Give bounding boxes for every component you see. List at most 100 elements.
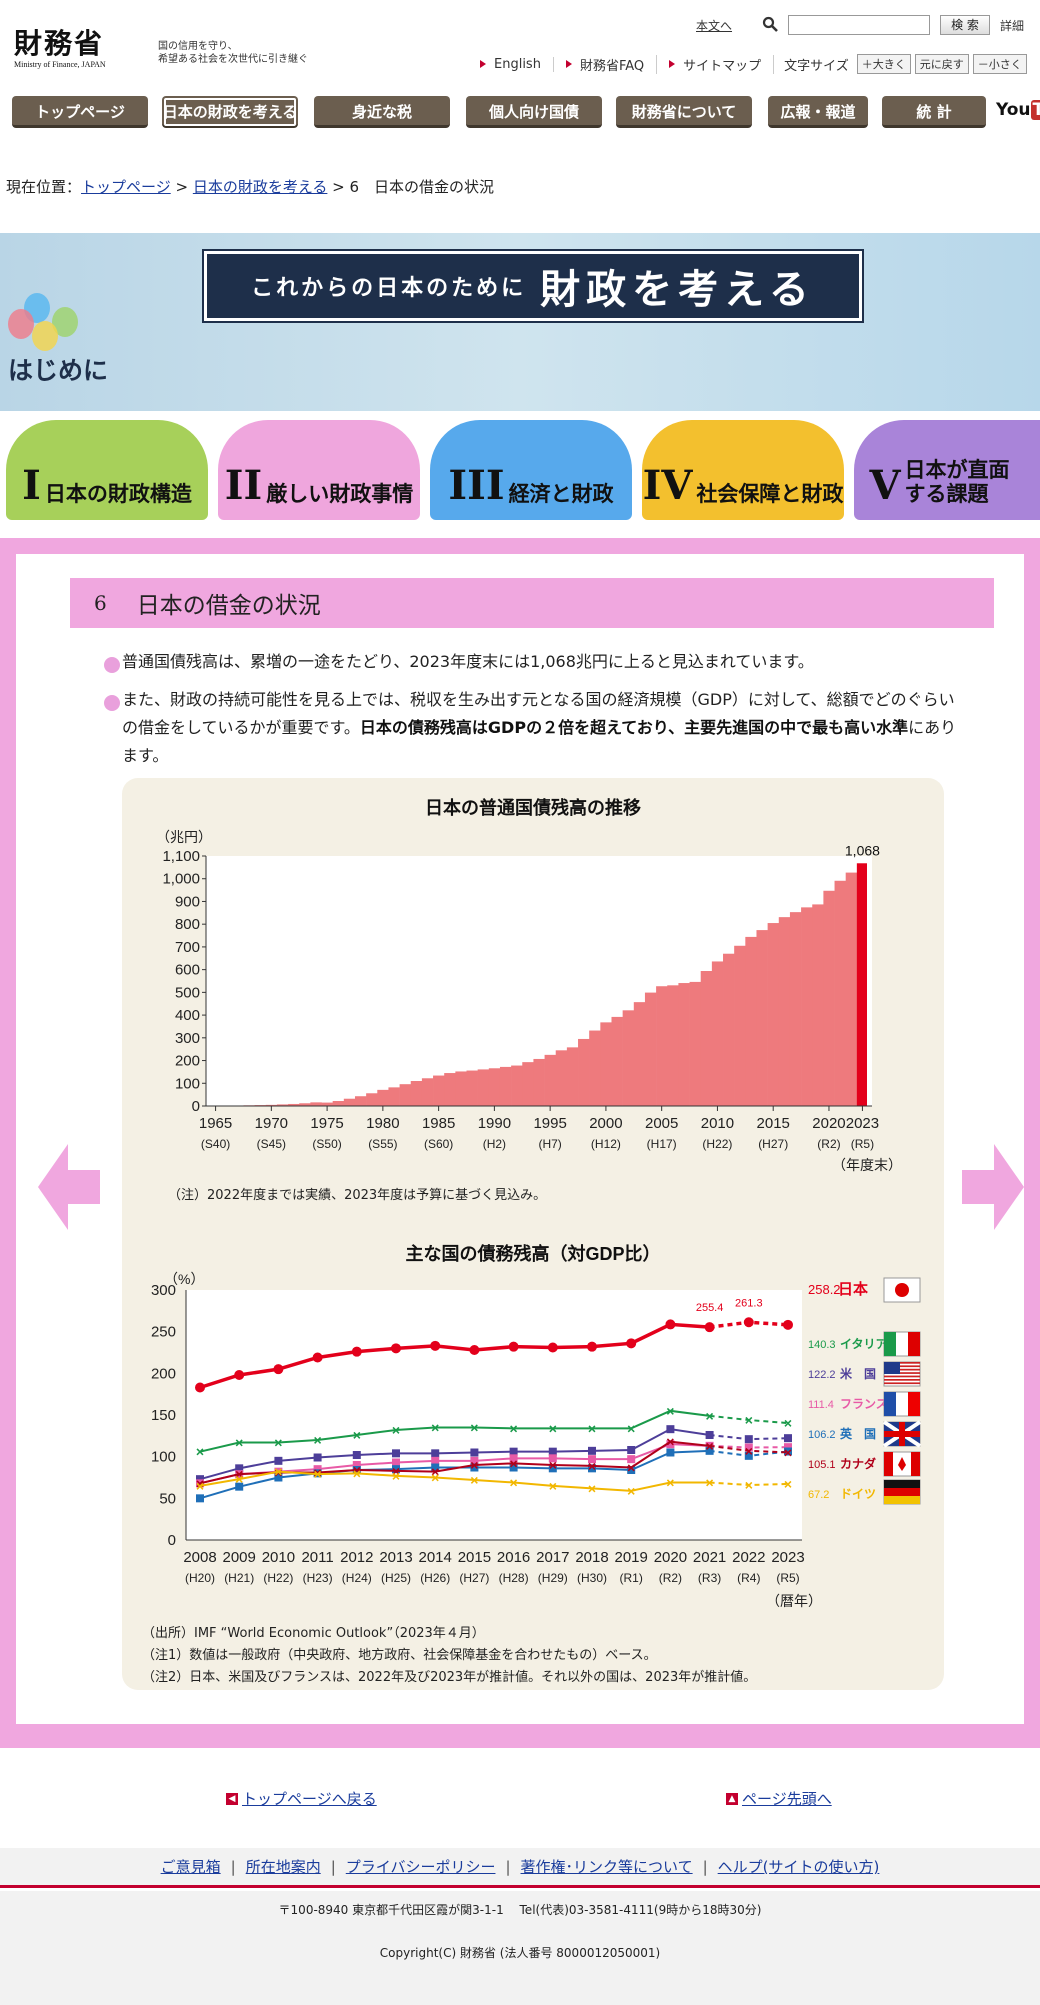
bar	[600, 1022, 612, 1106]
search-input[interactable]	[788, 15, 931, 35]
data-point	[391, 1343, 401, 1354]
x-tick-label: 2015	[458, 1549, 491, 1566]
page-top-link[interactable]: ページ先頭へ	[742, 1790, 832, 1808]
nav-finance[interactable]: 日本の財政を考える	[162, 96, 298, 128]
back-to-top-page[interactable]: ◀ トップページへ戻る	[226, 1788, 377, 1809]
x-tick-label: 2016	[497, 1549, 530, 1566]
y-axis-label: （%）	[164, 1271, 204, 1287]
site-footer: 〒100-8940 東京都千代田区霞が関3-1-1 Tel(代表)03-3581…	[0, 1891, 1040, 2005]
chapter-5[interactable]: V 日本が直面する課題	[854, 420, 1040, 520]
breadcrumb-home[interactable]: トップページ	[81, 178, 171, 196]
data-point: ×	[588, 1458, 596, 1474]
x-tick-sublabel: (H22)	[702, 1137, 732, 1151]
logo-text: 財務省	[14, 27, 105, 60]
arrow-icon	[565, 60, 572, 68]
detail-search-link[interactable]: 詳細	[1000, 18, 1025, 33]
data-point	[312, 1352, 323, 1363]
bullet-item: 普通国債残高は、累増の一途をたどり、2023年度末には1,068兆円に上ると見込…	[104, 648, 962, 676]
data-point: ×	[431, 1464, 439, 1480]
footer-link-location[interactable]: 所在地案内	[245, 1858, 321, 1876]
series-line	[199, 1428, 710, 1481]
faq-link[interactable]: 財務省FAQ	[554, 54, 658, 74]
x-tick-label: 2015	[757, 1115, 790, 1132]
hajimeni-link[interactable]: はじめに	[8, 356, 109, 385]
breadcrumb-section[interactable]: 日本の財政を考える	[192, 178, 328, 196]
chapter-2[interactable]: II 厳しい財政事情	[218, 420, 420, 520]
data-point	[469, 1345, 480, 1355]
bar	[377, 1089, 389, 1106]
footer-copyright: Copyright(C) 財務省 (法人番号 8000012050001)	[379, 1946, 661, 1960]
plus-icon: ＋	[861, 58, 873, 71]
english-link[interactable]: English	[468, 56, 554, 72]
logo-english: Ministry of Finance, JAPAN	[14, 60, 106, 69]
chapter-number: II	[224, 462, 263, 509]
data-point: ×	[549, 1478, 557, 1494]
data-point	[744, 1443, 753, 1452]
flag-icon-3	[883, 1391, 921, 1417]
section-number: 6	[94, 591, 107, 615]
skip-to-content-link[interactable]: 本文へ	[696, 18, 733, 33]
footer-link-help[interactable]: ヘルプ(サイトの使い方)	[717, 1858, 880, 1876]
x-tick-label: 2022	[732, 1549, 765, 1566]
bar	[789, 912, 802, 1106]
youtube-link[interactable]: YouTu	[996, 100, 1040, 120]
x-tick-label: 2012	[340, 1549, 373, 1566]
search-button[interactable]: 検 索	[940, 15, 991, 35]
font-reset-button[interactable]: 元に戻す	[914, 54, 969, 74]
bar	[455, 1071, 467, 1106]
next-arrow-icon[interactable]	[962, 1144, 1024, 1230]
data-point	[587, 1341, 597, 1352]
chapter-4[interactable]: IV 社会保障と財政	[642, 420, 844, 520]
nav-stats[interactable]: 統 計	[882, 96, 986, 128]
bullet-text-tail: にあります。	[122, 718, 957, 765]
data-point: ×	[549, 1457, 557, 1473]
y-tick-label: 50	[159, 1490, 176, 1507]
x-tick-label: 2008	[183, 1549, 216, 1566]
bar	[678, 983, 690, 1106]
x-tick-label: 2010	[701, 1115, 734, 1132]
data-point: ×	[627, 1483, 635, 1499]
search-bar: 本文へ 検 索 詳細	[696, 14, 1024, 36]
data-point: ×	[706, 1438, 714, 1454]
debt-balance-chart: 日本の普通国債残高の推移 （兆円） 0 100 200 300 400 500 600 700 80…	[156, 797, 902, 1173]
back-to-top-page-link[interactable]: トップページへ戻る	[242, 1790, 377, 1808]
nav-pr[interactable]: 広報・報道	[768, 96, 868, 128]
font-larger-button[interactable]: ＋大きく	[856, 54, 911, 74]
x-tick-sublabel: (S45)	[257, 1137, 286, 1151]
prev-arrow-icon[interactable]	[38, 1144, 100, 1230]
chapter-number: V	[869, 462, 901, 509]
footer-nav: ご意見箱 | 所在地案内 | プライバシーポリシー | 著作権･リンク等について | ヘ…	[0, 1848, 1040, 1888]
data-point: ×	[314, 1432, 322, 1448]
x-axis-label: （暦年）	[766, 1593, 822, 1609]
bar	[321, 1102, 333, 1106]
footer-link-opinion[interactable]: ご意見箱	[160, 1858, 221, 1876]
chapter-3[interactable]: III 経済と財政	[430, 420, 632, 520]
flag-icon-6	[883, 1479, 921, 1505]
nav-bonds[interactable]: 個人向け国債	[466, 96, 602, 128]
data-point: ×	[666, 1434, 674, 1450]
nav-about[interactable]: 財務省について	[616, 96, 752, 128]
data-point	[744, 1451, 753, 1460]
bar	[477, 1069, 490, 1106]
footer-link-privacy[interactable]: プライバシーポリシー	[345, 1858, 496, 1876]
x-tick-sublabel: (S60)	[424, 1137, 453, 1151]
site-logo[interactable]: 財務省 Ministry of Finance, JAPAN	[14, 22, 106, 69]
y-tick-label: 200	[151, 1365, 176, 1382]
footer-link-copyright[interactable]: 著作権･リンク等について	[520, 1858, 693, 1876]
sitemap-link[interactable]: サイトマップ	[657, 54, 775, 74]
font-smaller-button[interactable]: －小さく	[972, 54, 1027, 74]
y-tick-label: 900	[175, 893, 200, 910]
x-tick-sublabel: (R2)	[817, 1137, 840, 1151]
chapter-1[interactable]: I 日本の財政構造	[6, 420, 208, 520]
y-axis-label: （兆円）	[156, 829, 212, 845]
data-point	[588, 1446, 596, 1455]
utility-links: English 財務省FAQ サイトマップ 文字サイズ ＋大きく 元に戻す －小…	[468, 54, 1027, 74]
bar	[388, 1087, 400, 1106]
page-top[interactable]: ▲ ページ先頭へ	[726, 1788, 832, 1809]
nav-top[interactable]: トップページ	[12, 96, 148, 128]
nav-tax[interactable]: 身近な税	[314, 96, 450, 128]
data-point	[273, 1364, 284, 1375]
bar	[499, 1066, 512, 1106]
chart2-note1: （注1）数値は一般政府（中央政府、地方政府、社会保障基金を合わせたもの）ベース。	[142, 1648, 657, 1663]
sitemap-link-label: サイトマップ	[683, 58, 762, 74]
